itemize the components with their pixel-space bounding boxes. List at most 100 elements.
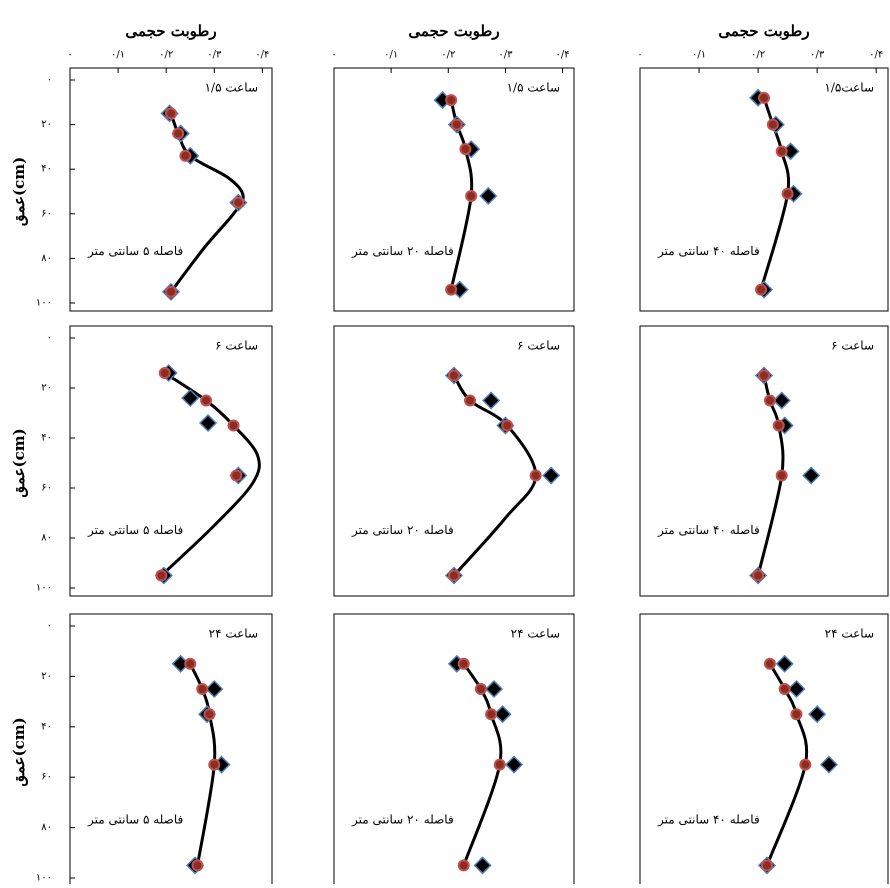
x-tick-label: ۰/۴ [556,50,570,61]
x-tick-label: ۰/۲ [751,50,765,61]
simulated-point [165,285,177,298]
time-annotation: ۲۴ ساعت [511,627,560,641]
simulated-point [760,859,773,872]
x-tick-label: ۰/۱ [692,50,706,61]
measured-point [205,679,224,699]
x-axis-label: رطوبت حجمی [408,22,499,40]
time-annotation: ۲۴ ساعت [209,627,258,641]
simulated-point [445,94,458,107]
spacing-annotation: فاصله ۲۰ سانتی متر [351,813,454,827]
y-tick-label: ۰ [47,621,52,632]
simulated-point [165,107,177,120]
y-tick-label: ۰ [47,75,52,86]
simulated-point [763,657,776,670]
simulated-point [179,149,192,162]
spacing-annotation: فاصله ۲۰ سانتی متر [351,244,454,258]
y-tick-label: ۱۰۰ [36,583,52,594]
simulated-point [448,369,460,382]
x-axis-label: رطوبت حجمی [125,22,216,40]
simulated-point [464,394,476,407]
x-tick-label: ۰/۲ [159,50,173,61]
simulated-point [529,469,542,482]
measured-point [493,705,512,724]
x-tick-label: ۰ [637,50,642,61]
y-axis-label: عمق(cm) [10,717,28,786]
simulated-point [781,187,794,200]
simulated-point [758,369,770,382]
simulated-point [799,758,812,771]
simulated-point [501,419,514,432]
spacing-annotation: فاصله ۵ سانتی متر [87,813,183,827]
x-tick-label: ۰ [67,50,72,61]
y-tick-label: ۶۰ [41,483,52,494]
measured-point [819,755,839,774]
time-annotation: ۲۴ ساعت [825,627,874,641]
plot-frame [69,613,273,887]
simulated-point [158,367,171,379]
simulated-point [766,118,779,131]
spacing-annotation: فاصله ۵ سانتی متر [87,523,183,537]
simulated-point [230,469,243,482]
measured-point [473,856,492,875]
y-tick-label: ۸۰ [41,253,52,264]
simulated-point [775,469,788,482]
plot-frame [333,613,575,887]
simulated-point [203,708,216,721]
y-tick-label: ۸۰ [41,822,52,833]
y-tick-label: ۴۰ [41,164,52,175]
measured-point [787,679,806,699]
simulated-point [450,118,463,131]
plot-frame [639,325,889,597]
measured-point [772,391,791,410]
measured-point [504,755,524,774]
plot-frame [69,325,273,597]
plot-frame [639,67,889,312]
measured-point [542,466,561,485]
x-tick-label: ۰/۴ [869,50,883,61]
simulated-point [191,859,204,872]
time-annotation: ۱/۵ساعت [824,81,874,95]
simulated-point [448,569,460,582]
y-tick-label: ۲۰ [41,119,52,130]
measured-point [482,391,501,410]
simulated-point [763,394,776,407]
y-tick-label: ۶۰ [41,208,52,219]
simulated-point [232,196,245,209]
simulated-point [457,859,470,872]
spacing-annotation: فاصله ۴۰ سانتی متر [657,244,760,258]
x-tick-label: ۰/۱ [111,50,125,61]
x-tick-label: ۰ [331,50,336,61]
spacing-annotation: فاصله ۲۰ سانتی متر [351,523,454,537]
measured-point [484,679,504,699]
simulated-point [493,758,506,771]
y-axis-label: عمق(cm) [10,428,28,497]
y-tick-label: ۴۰ [41,433,52,444]
simulated-point [208,758,221,771]
measured-point [479,186,498,206]
simulated-point [184,657,197,670]
simulated-point [775,145,788,158]
y-tick-label: ۶۰ [41,772,52,783]
simulated-point [155,569,168,582]
simulated-point [758,91,770,104]
measured-point [808,705,827,724]
x-tick-label: ۰/۱ [384,50,398,61]
time-annotation: ۶ ساعت [831,339,874,353]
spacing-annotation: فاصله ۴۰ سانتی متر [657,813,760,827]
simulated-point [465,189,478,202]
simulated-point [790,708,803,721]
y-tick-label: ۱۰۰ [36,298,52,309]
y-tick-label: ۲۰ [41,671,52,682]
simulated-point [459,143,472,156]
simulated-point [200,394,213,407]
y-tick-label: ۴۰ [41,721,52,732]
simulated-point [172,127,185,140]
x-tick-label: ۰/۲ [441,50,455,61]
simulated-point [752,569,765,582]
y-tick-label: ۲۰ [41,383,52,394]
x-tick-label: ۰/۳ [810,50,825,61]
simulated-point [778,683,791,695]
plot-frame [333,67,575,312]
simulated-point [474,683,487,695]
